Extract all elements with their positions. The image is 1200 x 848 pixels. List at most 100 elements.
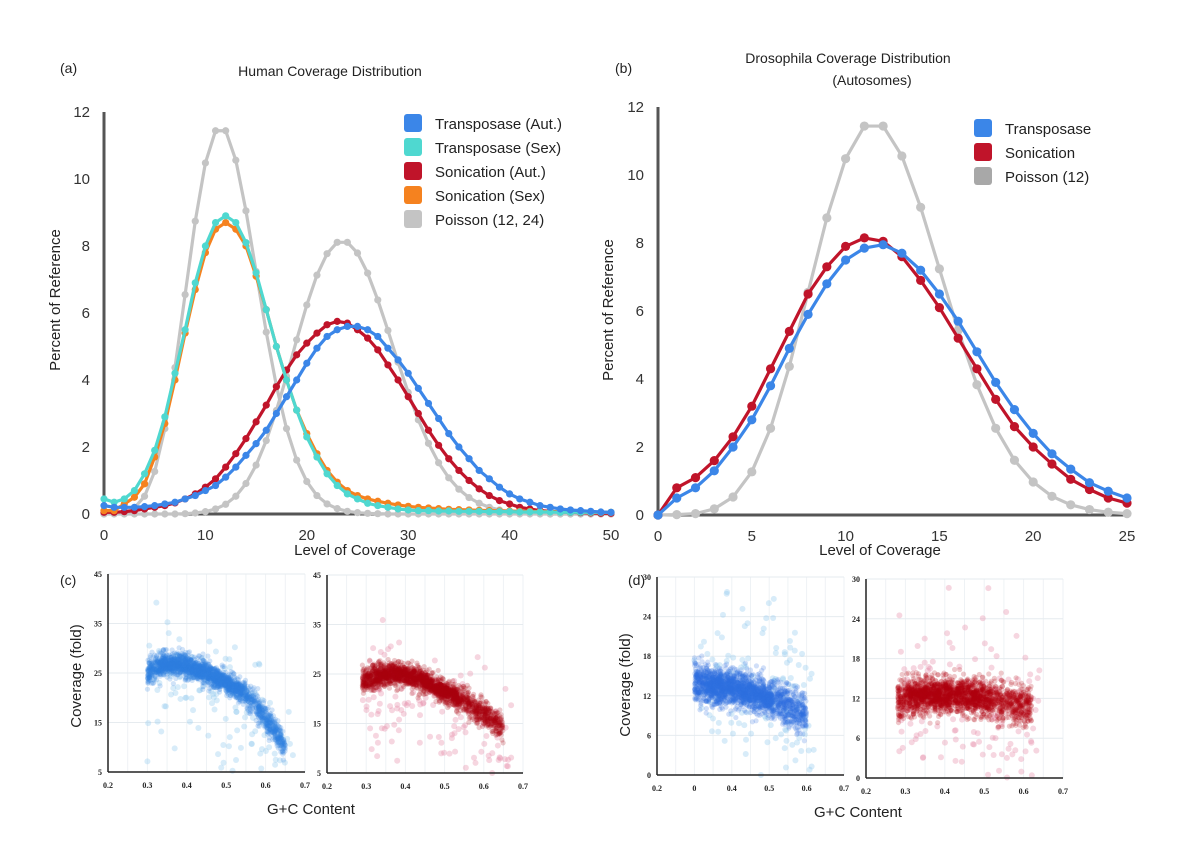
scatter-point [280,737,286,743]
data-point [262,437,270,445]
scatter-point [191,661,198,667]
scatter-point [262,705,269,712]
scatter-point [781,745,788,752]
data-point [242,435,250,443]
y-tick-label: 45 [94,570,102,579]
scatter-point [233,756,240,763]
data-point [343,490,351,498]
scatter-point [212,678,218,684]
y-axis-label-a: Percent of Reference [47,229,64,371]
scatter-point [173,660,180,666]
scatter-point [228,668,234,675]
scatter-point [183,671,189,678]
data-point [161,500,169,508]
scatter-point [502,685,509,692]
scatter-point [179,654,185,660]
scatter-point [255,709,261,715]
scatter-point [157,673,163,679]
scatter-point [200,666,206,672]
scatter-point [163,664,170,670]
data-point [607,508,615,516]
scatter-point [255,720,261,726]
scatter-point [272,719,278,725]
data-point [1047,459,1057,469]
scatter-point [221,665,228,672]
scatter-point [233,680,239,686]
data-point [1066,464,1076,474]
scatter-point [193,666,199,672]
scatter-point [207,669,214,675]
scatter-point [164,659,170,665]
scatter-point [181,666,187,672]
scatter-point [392,665,398,671]
scatter-point [215,674,221,680]
scatter-point [167,665,173,671]
scatter-point [234,676,240,682]
scatter-point [222,681,228,688]
scatter-point [205,732,212,739]
scatter-point [167,661,173,667]
scatter-point [169,660,175,666]
scatter-point [483,732,490,739]
scatter-point [177,663,183,669]
scatter-point [174,659,180,666]
data-point [201,159,209,167]
scatter-point [170,661,176,667]
scatter-point [264,717,271,723]
scatter-point [244,695,250,701]
data-point [728,492,738,502]
scatter-point [379,679,385,685]
data-point [526,508,534,516]
scatter-point [155,667,161,673]
scatter-point [186,656,192,662]
data-point [394,376,402,384]
scatter-point [148,666,155,672]
scatter-point [180,666,186,672]
scatter-point [227,695,233,701]
scatter-point [244,688,250,694]
scatter-point [215,681,222,688]
x-tick-label: 0 [654,528,662,545]
scatter-point [416,692,422,698]
scatter-point [162,662,168,668]
scatter-point [262,748,269,755]
scatter-point [233,694,240,700]
data-point [1009,405,1020,415]
scatter-point [223,683,229,689]
scatter-point [207,676,213,682]
scatter-point [159,655,165,662]
data-point [516,495,524,503]
scatter-point [168,673,175,680]
data-point [323,500,331,508]
scatter-point [235,681,241,688]
scatter-point [373,673,379,679]
scatter-point [748,730,755,737]
scatter-point [144,758,151,765]
y-tick-label: 2 [82,439,90,456]
scatter-point [193,671,199,678]
scatter-point [276,757,283,764]
scatter-point [272,720,278,726]
scatter-point [171,745,178,752]
scatter-point [469,714,475,720]
scatter-point [192,664,198,670]
scatter-point [182,657,188,663]
scatter-point [178,666,184,672]
data-point [161,510,169,518]
scatter-point [164,652,170,658]
scatter-point [260,709,266,716]
scatter-point [222,684,228,690]
data-point [1009,455,1020,465]
scatter-point [282,742,288,748]
data-point [374,510,382,518]
scatter-point [164,659,170,665]
scatter-point [256,704,262,710]
scatter-point [165,658,171,664]
scatter-point [207,669,213,675]
scatter-point [235,700,241,706]
scatter-point [231,689,238,695]
panel-label-b: (b) [615,60,632,76]
scatter-point [173,660,179,667]
scatter-point [201,658,207,664]
scatter-point [257,719,263,725]
